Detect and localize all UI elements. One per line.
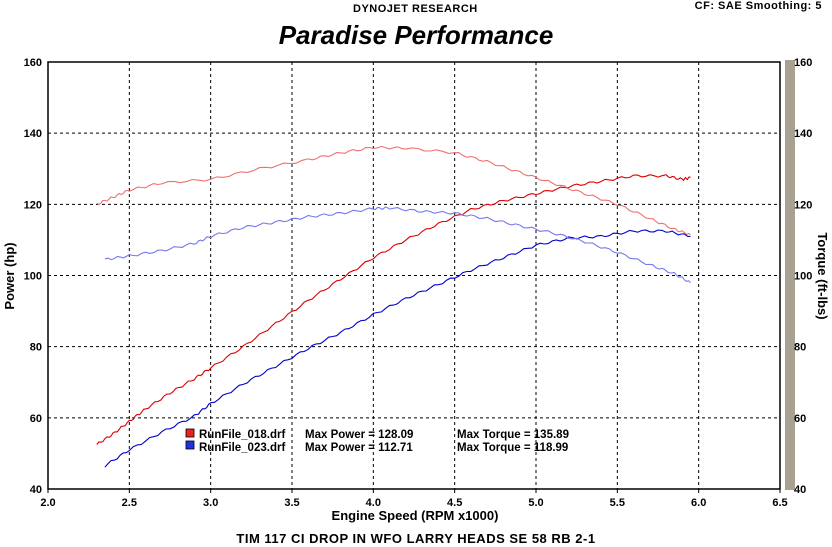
y-tick-label: 140 bbox=[24, 128, 42, 140]
y2-tick-label: 40 bbox=[794, 484, 806, 496]
y2-tick-label: 160 bbox=[794, 57, 812, 69]
chart-title: Paradise Performance bbox=[278, 20, 554, 50]
y-tick-label: 160 bbox=[24, 57, 42, 69]
x-tick-label: 2.0 bbox=[40, 497, 55, 509]
series-line-runfile-023-power bbox=[104, 229, 691, 468]
header-left: DYNOJET RESEARCH bbox=[353, 3, 478, 15]
y2-axis-label: Torque (ft-lbs) bbox=[815, 232, 830, 319]
y-tick-label: 120 bbox=[24, 199, 42, 211]
legend-run023-name: RunFile_023.drf bbox=[199, 442, 285, 454]
x-tick-label: 6.5 bbox=[772, 497, 787, 509]
series-lines bbox=[96, 145, 691, 468]
legend-run018-power: Max Power = 128.09 bbox=[305, 429, 413, 441]
ticks: 2.0 2.5 3.0 3.5 4.0 4.5 5.0 5.5 6.0 6.5 40 40 60 60 80… bbox=[24, 57, 813, 509]
y-tick-label: 100 bbox=[24, 271, 42, 283]
series-line-runfile-018-torque bbox=[96, 145, 691, 236]
x-tick-label: 2.5 bbox=[122, 497, 137, 509]
legend-run023-torque: Max Torque = 118.99 bbox=[457, 442, 568, 454]
legend-run023-power: Max Power = 112.71 bbox=[305, 442, 413, 454]
legend-swatch-run018 bbox=[185, 428, 195, 438]
legend-run018-torque: Max Torque = 135.89 bbox=[457, 429, 569, 441]
x-tick-label: 5.5 bbox=[610, 497, 625, 509]
x-tick-label: 3.0 bbox=[203, 497, 218, 509]
x-tick-label: 4.5 bbox=[447, 497, 462, 509]
y-tick-label: 60 bbox=[30, 413, 42, 425]
y2-tick-label: 120 bbox=[794, 199, 812, 211]
header-right: CF: SAE Smoothing: 5 bbox=[694, 0, 822, 12]
series-line-runfile-023-torque bbox=[104, 206, 691, 283]
chart-subtitle: TIM 117 CI DROP IN WFO LARRY HEADS SE 58… bbox=[236, 531, 596, 546]
y-axis-label: Power (hp) bbox=[2, 242, 17, 309]
y2-tick-label: 80 bbox=[794, 342, 806, 354]
legend-run018-name: RunFile_018.drf bbox=[199, 429, 285, 441]
x-tick-label: 6.0 bbox=[691, 497, 706, 509]
y-tick-label: 80 bbox=[30, 342, 42, 354]
x-tick-label: 3.5 bbox=[284, 497, 299, 509]
legend-swatch-run023 bbox=[185, 440, 195, 450]
y2-tick-label: 140 bbox=[794, 128, 812, 140]
x-tick-label: 5.0 bbox=[528, 497, 543, 509]
y-tick-label: 40 bbox=[30, 484, 42, 496]
x-axis-label: Engine Speed (RPM x1000) bbox=[332, 508, 499, 523]
y2-tick-label: 100 bbox=[794, 271, 812, 283]
x-tick-label: 4.0 bbox=[366, 497, 381, 509]
legend: RunFile_018.drf Max Power = 128.09 Max T… bbox=[185, 428, 569, 454]
series-line-runfile-018-power bbox=[96, 174, 691, 445]
y2-tick-label: 60 bbox=[794, 413, 806, 425]
right-gutter bbox=[785, 60, 795, 490]
grid bbox=[48, 62, 780, 489]
